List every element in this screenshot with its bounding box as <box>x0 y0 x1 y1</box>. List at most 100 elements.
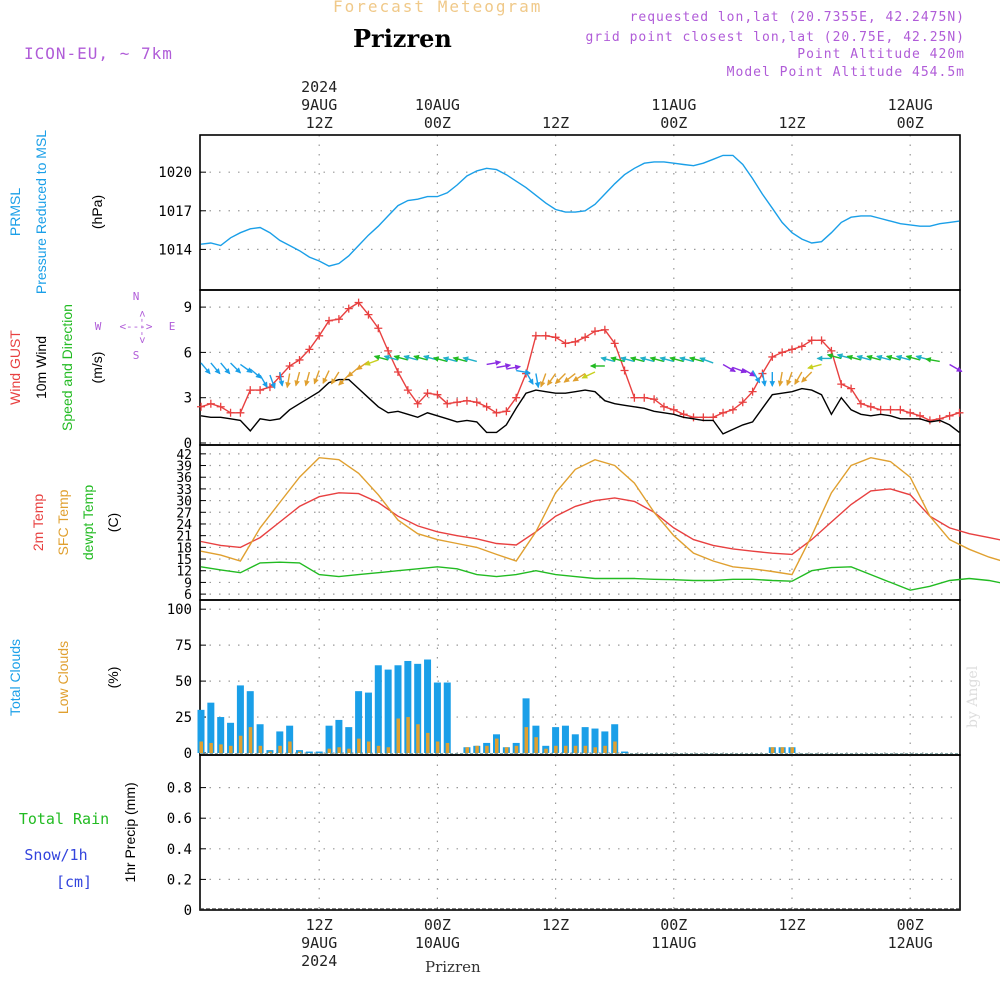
arrow-head <box>224 368 231 375</box>
y-tick-label: 0.4 <box>167 842 192 858</box>
gust-marker <box>413 399 422 408</box>
low-cloud-bar <box>573 745 578 753</box>
time-label-bottom: 00Z <box>660 916 687 934</box>
time-label-bottom: 00Z <box>424 916 451 934</box>
precip-legend-label: [cm] <box>56 873 92 891</box>
arrow-head <box>801 376 808 383</box>
arrow-head <box>856 354 863 361</box>
wind-direction-arrow <box>629 356 645 363</box>
wind-direction-arrow <box>486 360 502 366</box>
y-tick-label: 100 <box>167 602 192 618</box>
y-axis-title: (m/s) <box>89 352 105 384</box>
arrow-head <box>729 366 736 372</box>
wind-direction-arrow <box>786 371 793 387</box>
total-cloud-bar <box>217 717 225 753</box>
arrow-head <box>866 354 873 361</box>
low-cloud-bar <box>583 745 588 753</box>
gust-marker <box>659 402 668 411</box>
point-altitude: Point Altitude 420m <box>797 47 965 62</box>
arrow-head <box>836 353 844 359</box>
arrow-head <box>769 381 776 387</box>
low-cloud-bar <box>475 745 479 753</box>
wind-direction-arrow <box>294 371 301 387</box>
y-axis-title: Pressure Reduced to MSL <box>33 130 49 294</box>
y-axis-title: (hPa) <box>89 195 105 229</box>
arrow-head <box>777 380 784 387</box>
arrow-head <box>816 355 823 362</box>
total-cloud-bar <box>325 725 333 753</box>
arrow-head <box>649 356 656 362</box>
arrow-head <box>876 354 883 361</box>
low-cloud-bar <box>485 745 489 753</box>
gust-marker <box>620 366 629 375</box>
gust-marker <box>492 408 501 417</box>
wind-direction-arrow <box>563 372 576 383</box>
time-label-bottom: 12Z <box>778 916 805 934</box>
gust-marker <box>807 336 816 345</box>
gust-marker <box>689 413 698 422</box>
arrow-head <box>373 354 381 361</box>
time-label-bottom: 12AUG <box>888 934 933 952</box>
low-cloud-bar <box>376 745 381 753</box>
arrow-head <box>786 379 792 387</box>
y-tick-label: 50 <box>175 674 192 690</box>
low-cloud-bar <box>426 732 430 753</box>
low-cloud-bar <box>219 744 223 753</box>
arrow-head <box>554 377 562 385</box>
wind-direction-arrow <box>239 363 253 374</box>
y-axis-title: 2m Temp <box>30 494 46 552</box>
low-cloud-bar <box>603 745 607 753</box>
total-cloud-bar <box>581 727 589 753</box>
low-cloud-bar <box>366 741 371 753</box>
wind-direction-arrow <box>761 371 767 387</box>
gust-marker <box>827 346 836 355</box>
gust-marker <box>344 304 353 313</box>
total-cloud-bar <box>404 660 412 753</box>
total-cloud-bar <box>355 691 363 753</box>
y-tick-label: 0 <box>184 903 192 919</box>
arrow-head <box>539 381 546 388</box>
time-label-top: 12AUG <box>888 96 933 114</box>
wind-direction-arrow <box>285 373 291 389</box>
wind-direction-arrow <box>373 354 389 361</box>
y-tick-label: 6 <box>184 588 192 603</box>
arrow-head <box>572 375 579 382</box>
gust-marker <box>728 405 737 414</box>
time-label-bottom: 12Z <box>542 916 569 934</box>
low-cloud-bar <box>229 745 233 753</box>
wind-direction-arrow <box>610 356 625 363</box>
wind-direction-arrow <box>688 356 704 363</box>
sfc-temp-line <box>200 456 1000 576</box>
wind-direction-arrow <box>278 371 285 387</box>
time-label-bottom: 2024 <box>301 952 337 970</box>
low-cloud-bar <box>534 737 538 753</box>
wind-direction-arrow <box>506 364 522 371</box>
total-cloud-bar <box>424 659 432 753</box>
gust-marker <box>856 399 865 408</box>
wind-direction-arrow <box>777 371 784 387</box>
gust-marker <box>531 331 540 340</box>
low-cloud-bar <box>445 742 450 753</box>
arrow-head <box>807 364 814 370</box>
low-cloud-bar <box>238 735 243 753</box>
total-cloud-bar <box>256 724 264 753</box>
panel-frame <box>199 754 961 911</box>
model-point-altitude: Model Point Altitude 454.5m <box>726 65 965 80</box>
arrow-head <box>794 378 800 385</box>
time-label-top: 10AUG <box>415 96 460 114</box>
wind-direction-arrow <box>442 356 458 363</box>
wind-direction-arrow <box>249 368 262 379</box>
y-tick-label: 3 <box>184 391 192 407</box>
total-cloud-bar <box>305 751 313 753</box>
time-label-top: 12Z <box>306 114 333 132</box>
gust-marker <box>462 396 471 405</box>
arrow-head <box>285 382 291 389</box>
wind-direction-arrow <box>259 374 268 388</box>
arrow-head <box>925 357 932 363</box>
y-tick-label: 75 <box>175 638 192 654</box>
wind-direction-arrow <box>639 356 655 363</box>
arrow-head <box>304 380 310 387</box>
y-tick-label: 36 <box>176 471 192 486</box>
arrow-head <box>534 382 541 389</box>
